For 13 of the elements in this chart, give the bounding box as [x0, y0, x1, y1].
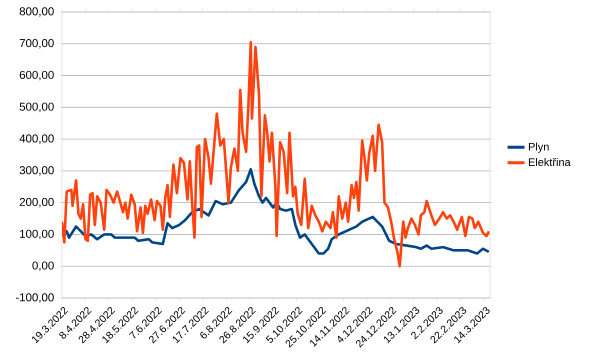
y-tick-label: 300,00 — [20, 166, 54, 176]
y-tick-label: 100,00 — [20, 230, 54, 240]
legend-label: Plyn — [528, 142, 549, 153]
y-tick-label: 700,00 — [20, 39, 54, 49]
legend-label: Elektřina — [528, 158, 571, 166]
y-tick-label: 800,00 — [20, 7, 54, 17]
y-tick-label: 400,00 — [19, 134, 54, 144]
y-tick-label: 200,00 — [20, 198, 54, 208]
y-tick-label: -100,00 — [16, 293, 54, 303]
y-tick-label: 600,00 — [20, 70, 54, 80]
y-tick-label: 0,00 — [32, 262, 54, 272]
line-series — [62, 41, 490, 268]
y-tick-label: 500,00 — [20, 102, 54, 112]
